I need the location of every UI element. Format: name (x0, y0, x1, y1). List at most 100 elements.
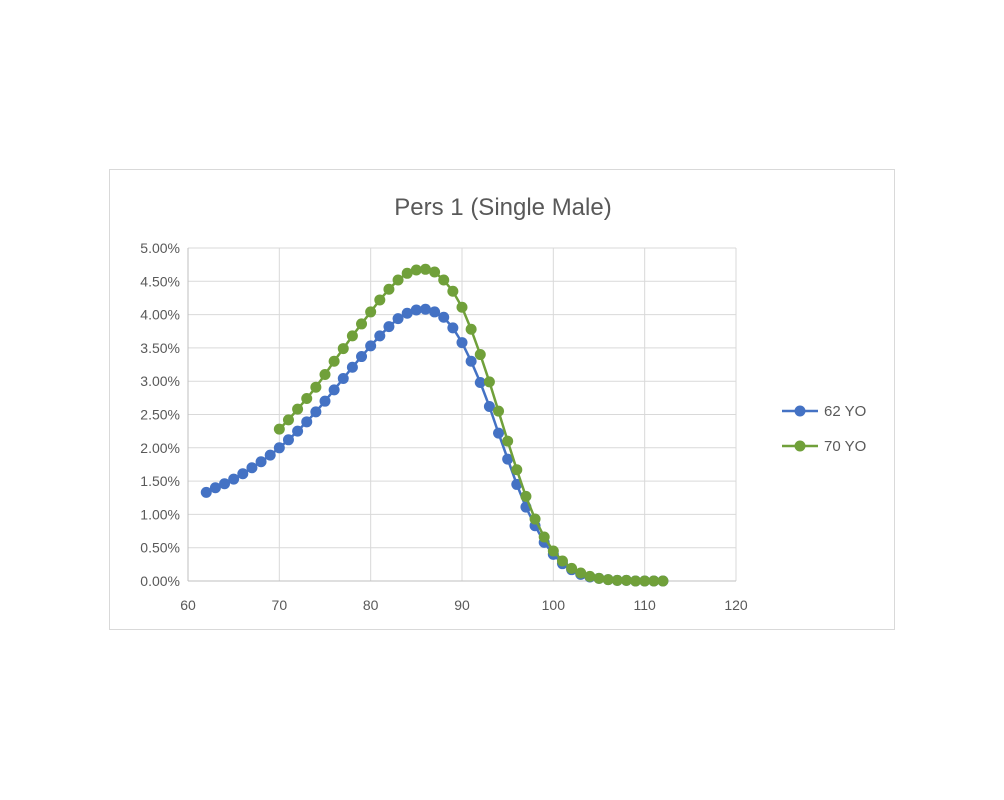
data-point-62-yo (255, 456, 267, 468)
data-point-70-yo (547, 545, 559, 557)
data-point-70-yo (301, 393, 313, 405)
y-tick-label: 0.50% (140, 540, 180, 556)
data-point-70-yo (611, 574, 623, 586)
data-point-62-yo (209, 482, 221, 494)
data-point-70-yo (620, 574, 632, 586)
data-point-62-yo (246, 462, 258, 474)
data-point-62-yo (219, 478, 231, 490)
x-tick-label: 80 (363, 597, 379, 613)
data-point-62-yo (438, 311, 450, 323)
data-point-70-yo (639, 575, 651, 587)
data-point-62-yo (310, 406, 322, 418)
data-point-70-yo (474, 349, 486, 361)
data-point-62-yo (282, 434, 294, 446)
data-point-62-yo (465, 355, 477, 367)
data-point-70-yo (657, 575, 669, 587)
data-point-70-yo (511, 464, 523, 476)
data-point-62-yo (383, 321, 395, 333)
data-point-70-yo (502, 435, 514, 447)
data-point-70-yo (438, 274, 450, 286)
data-point-70-yo (419, 263, 431, 275)
data-point-62-yo (419, 303, 431, 315)
data-point-62-yo (483, 401, 495, 413)
x-tick-label: 70 (272, 597, 288, 613)
data-point-62-yo (401, 307, 413, 319)
data-point-62-yo (237, 468, 249, 480)
data-point-70-yo (401, 267, 413, 279)
y-tick-label: 1.00% (140, 506, 180, 522)
data-point-62-yo (301, 416, 313, 428)
data-point-62-yo (292, 425, 304, 437)
data-point-70-yo (383, 283, 395, 295)
data-point-62-yo (374, 330, 386, 342)
x-tick-label: 60 (180, 597, 196, 613)
data-point-70-yo (292, 403, 304, 415)
data-point-70-yo (282, 414, 294, 426)
y-tick-label: 3.50% (140, 340, 180, 356)
data-point-62-yo (228, 473, 240, 485)
data-point-70-yo (337, 343, 349, 355)
y-tick-label: 5.00% (140, 240, 180, 256)
y-tick-label: 2.00% (140, 440, 180, 456)
data-point-62-yo (474, 377, 486, 389)
data-point-70-yo (493, 405, 505, 417)
data-point-62-yo (502, 453, 514, 465)
data-point-70-yo (520, 490, 532, 502)
x-tick-label: 110 (634, 597, 657, 613)
x-tick-label: 90 (454, 597, 470, 613)
y-tick-label: 2.50% (140, 407, 180, 423)
y-tick-label: 0.00% (140, 573, 180, 589)
chart-svg: Pers 1 (Single Male) 0.00% 0.50% 1.00% 1.50… (140, 194, 866, 613)
data-point-70-yo (310, 381, 322, 393)
data-point-62-yo (200, 486, 212, 498)
data-point-62-yo (392, 313, 404, 325)
data-point-62-yo (328, 384, 340, 396)
chart-area: Pers 1 (Single Male) 0.00% 0.50% 1.00% 1.50… (109, 169, 895, 630)
data-point-62-yo (447, 322, 459, 334)
legend-marker-70-yo (794, 440, 806, 452)
data-point-70-yo (273, 423, 285, 435)
data-point-70-yo (602, 574, 614, 586)
data-point-70-yo (630, 575, 642, 587)
data-point-70-yo (456, 301, 468, 313)
y-tick-label: 1.50% (140, 473, 180, 489)
data-point-70-yo (429, 266, 441, 278)
y-tick-label: 4.50% (140, 273, 180, 289)
legend: 62 YO 70 YO (782, 403, 866, 455)
data-point-70-yo (538, 531, 550, 543)
data-point-70-yo (374, 294, 386, 306)
data-point-70-yo (447, 285, 459, 297)
data-point-70-yo (392, 274, 404, 286)
data-point-70-yo (356, 318, 368, 330)
data-point-70-yo (410, 264, 422, 276)
y-tick-label: 3.00% (140, 373, 180, 389)
data-point-62-yo (410, 304, 422, 316)
legend-label-62-yo: 62 YO (824, 403, 866, 420)
chart-title: Pers 1 (Single Male) (394, 194, 611, 221)
data-point-62-yo (273, 442, 285, 454)
data-point-62-yo (429, 306, 441, 318)
legend-marker-62-yo (794, 405, 806, 417)
data-point-62-yo (493, 427, 505, 439)
data-point-62-yo (319, 395, 331, 407)
data-point-70-yo (584, 570, 596, 582)
data-point-70-yo (328, 355, 340, 367)
data-point-62-yo (365, 340, 377, 352)
series-layer (200, 263, 669, 587)
data-point-70-yo (365, 306, 377, 318)
data-point-70-yo (529, 513, 541, 525)
gridlines (188, 247, 737, 581)
data-point-70-yo (648, 575, 660, 587)
legend-label-70-yo: 70 YO (824, 438, 866, 455)
data-point-70-yo (556, 555, 568, 567)
data-point-70-yo (593, 572, 605, 584)
data-point-70-yo (575, 567, 587, 579)
data-point-70-yo (346, 330, 358, 342)
data-point-70-yo (319, 369, 331, 381)
x-tick-label: 100 (542, 597, 566, 613)
axes: 0.00% 0.50% 1.00% 1.50% 2.00% 2.50% 3.00% 3.50%… (140, 240, 748, 613)
data-point-70-yo (483, 376, 495, 388)
data-point-62-yo (264, 449, 276, 461)
data-point-62-yo (356, 351, 368, 363)
data-point-62-yo (337, 373, 349, 385)
